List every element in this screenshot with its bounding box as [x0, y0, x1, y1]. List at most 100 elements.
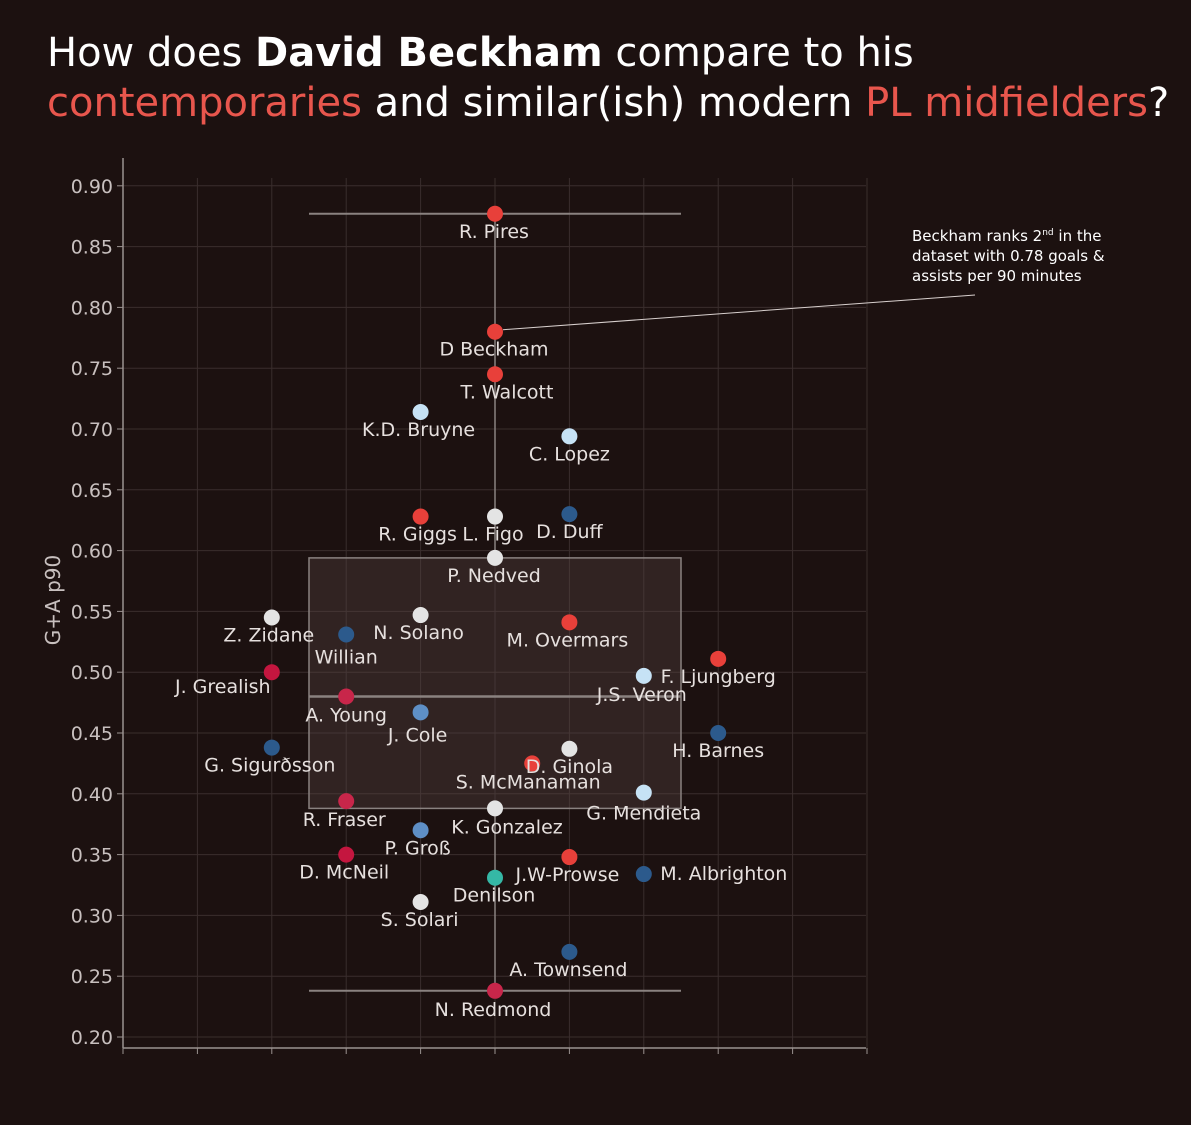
point-label: D. McNeil [299, 862, 389, 884]
data-point [412, 704, 429, 721]
data-point [338, 626, 355, 643]
point-label: R. Giggs [378, 524, 457, 546]
y-tick-label: 0.60 [71, 541, 113, 563]
data-point [487, 800, 503, 817]
data-point [487, 366, 503, 383]
data-point [561, 614, 578, 631]
x-ticks [122, 1048, 868, 1054]
point-label: L. Figo [462, 524, 523, 546]
point-label: Willian [315, 647, 378, 669]
y-tick-label: 0.50 [71, 662, 113, 684]
data-point [710, 650, 727, 667]
y-tick-label: 0.65 [71, 480, 113, 502]
annotation-superscript: nd [1042, 228, 1054, 238]
y-tick-label: 0.80 [71, 297, 113, 319]
point-label: N. Solano [373, 622, 464, 644]
y-tick-label: 0.85 [71, 237, 113, 259]
data-point [338, 688, 355, 705]
point-label: M. Albrighton [660, 863, 787, 885]
point-label: S. Solari [381, 909, 459, 931]
point-label: A. Young [305, 705, 387, 727]
data-point [412, 607, 429, 624]
data-point [263, 739, 280, 756]
point-label: D. Ginola [526, 756, 613, 778]
point-label: K.D. Bruyne [362, 419, 475, 441]
data-point [412, 822, 429, 839]
y-tick-label: 0.75 [71, 358, 113, 380]
point-label: G. Mendieta [586, 803, 701, 825]
point-label: S. McManaman [456, 771, 601, 793]
data-points [263, 205, 727, 999]
data-point [412, 894, 429, 911]
iqr-box [308, 557, 682, 810]
data-point [710, 725, 727, 741]
point-label: J.S. Veron [596, 684, 687, 706]
data-point [487, 982, 503, 999]
data-point [263, 609, 280, 626]
point-label: Z. Zidane [223, 624, 314, 646]
point-labels: R. Pires D Beckham T. Walcott K.D. Bruyne C.… [174, 221, 787, 1021]
point-label: T. Walcott [460, 381, 554, 403]
y-axis-label: G+A p90 [41, 555, 65, 645]
data-point [635, 784, 652, 801]
y-tick-label: 0.70 [71, 419, 113, 441]
y-tick-label: 0.90 [71, 176, 113, 198]
data-point [263, 664, 280, 681]
title-pl-midfielders: PL midfielders [865, 80, 1148, 126]
point-label: J. Cole [387, 724, 448, 746]
y-tick-label: 0.30 [71, 905, 113, 927]
data-point [338, 846, 355, 863]
data-point [561, 849, 578, 866]
title-line2-b: and similar(ish) modern [361, 80, 866, 126]
data-point [561, 943, 578, 960]
point-label: D. Duff [536, 521, 603, 543]
title-player-name: David Beckham [255, 30, 603, 76]
beckham-annotation: Beckham ranks 2nd in the dataset with 0.… [912, 223, 1152, 286]
y-tick-label: 0.35 [71, 845, 113, 867]
y-tick-label: 0.45 [71, 723, 113, 745]
title-question-mark: ? [1147, 80, 1170, 126]
point-label: H. Barnes [672, 740, 764, 762]
data-point [487, 869, 503, 886]
data-point [412, 403, 429, 420]
y-tick-label: 0.25 [71, 966, 113, 988]
point-label: K. Gonzalez [451, 816, 563, 838]
annotation-text-b: in the dataset with 0.78 goals & assists… [912, 227, 1105, 285]
y-tick-label: 0.20 [71, 1027, 113, 1049]
data-point [561, 428, 578, 445]
data-point [487, 549, 503, 566]
point-label: P. Groß [384, 837, 450, 859]
title-line1-c: compare to his [602, 30, 914, 76]
data-point [412, 508, 429, 525]
point-label: J.W-Prowse [515, 864, 620, 886]
point-label: J. Grealish [174, 676, 271, 698]
boxplot [308, 212, 682, 992]
point-label: R. Fraser [303, 809, 386, 831]
data-point [635, 667, 652, 684]
point-label: R. Pires [459, 221, 529, 243]
data-point [487, 508, 503, 525]
data-point [561, 506, 578, 523]
point-label: F. Ljungberg [661, 666, 776, 688]
point-label: D Beckham [439, 339, 548, 361]
data-point [635, 866, 652, 883]
y-tick-label: 0.40 [71, 784, 113, 806]
data-point [487, 323, 503, 340]
annotation-leader-line [502, 294, 976, 331]
data-point [487, 205, 503, 222]
point-label: G. Sigurðsson [204, 755, 335, 777]
title-contemporaries: contemporaries [47, 80, 362, 126]
point-label: C. Lopez [529, 443, 610, 465]
title-line1-a: How does [47, 30, 256, 76]
data-point [524, 755, 541, 772]
annotation-text-a: Beckham ranks 2 [912, 227, 1043, 245]
point-label: Denilson [453, 885, 536, 907]
point-label: M. Overmars [507, 629, 629, 651]
data-point [561, 740, 578, 757]
point-label: P. Nedved [447, 565, 541, 587]
chart-title: How does David Beckham compare to his con… [47, 28, 1169, 128]
y-ticks: 0.90 0.85 0.80 0.75 0.70 0.65 0.60 0.55 0.50 0.45… [71, 176, 123, 1049]
y-tick-label: 0.55 [71, 601, 113, 623]
point-label: N. Redmond [435, 999, 552, 1021]
